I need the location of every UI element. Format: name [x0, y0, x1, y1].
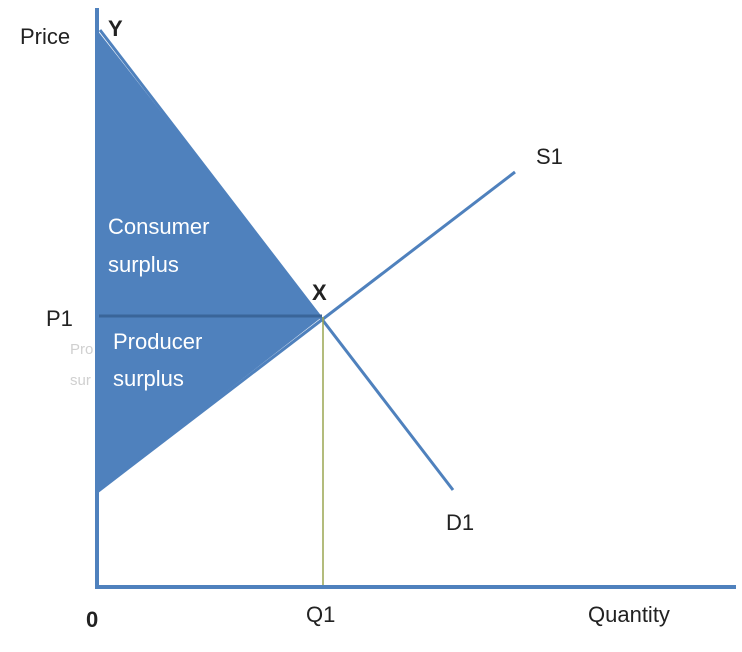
ghost-label: sur: [70, 372, 91, 389]
curve-label: S1: [536, 144, 563, 169]
quantity-label: Q1: [306, 602, 335, 627]
ghost-label: Pro: [70, 341, 93, 358]
point-label: X: [312, 280, 327, 305]
x-axis-label: Quantity: [588, 602, 670, 627]
demand-curve: [98, 29, 455, 491]
area-label: surplus: [108, 252, 179, 277]
curve-label: D1: [446, 510, 474, 535]
area-label: surplus: [113, 366, 184, 391]
supply-curve: [96, 170, 516, 494]
area-label: Consumer: [108, 214, 209, 239]
y-axis-label: Price: [20, 24, 70, 49]
area-label: Producer: [113, 329, 202, 354]
price-label: P1: [46, 306, 73, 331]
origin-label: 0: [86, 607, 98, 632]
point-label: Y: [108, 16, 123, 41]
